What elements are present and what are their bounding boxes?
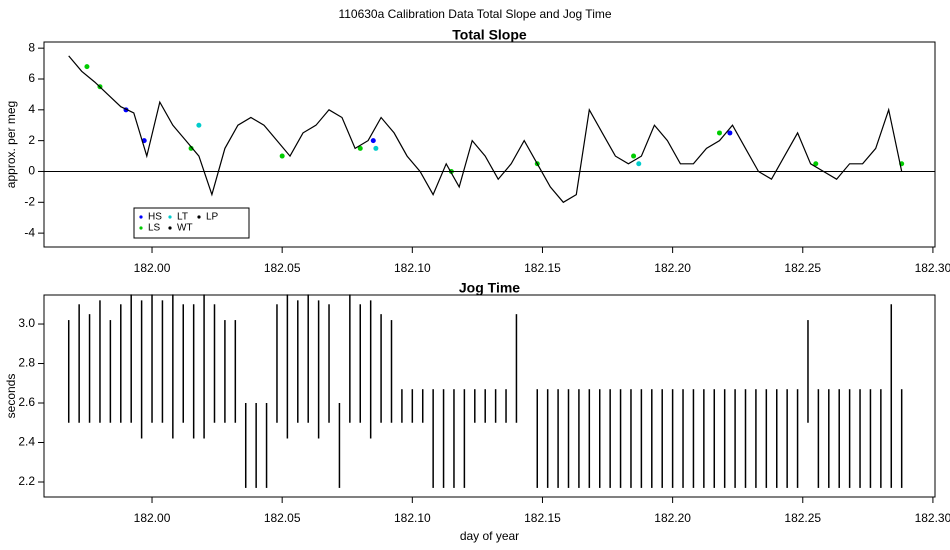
y-tick-label: 2.6 [18,395,35,409]
figure-title: 110630a Calibration Data Total Slope and… [338,7,611,21]
legend-marker [168,226,172,230]
y-tick-label: 6 [28,71,35,85]
series-point [727,130,733,136]
x-tick-label: 182.05 [264,261,301,275]
y-tick-label: -4 [24,225,35,239]
y-tick-label: 3.0 [18,316,35,330]
y-axis-label: seconds [4,374,18,419]
y-tick-label: 4 [28,102,35,116]
x-tick-label: 182.15 [524,511,561,525]
x-tick-label: 182.15 [524,261,561,275]
y-tick-label: 2.4 [18,435,35,449]
legend-marker [168,215,172,219]
y-tick-label: 2.8 [18,356,35,370]
x-tick-label: 182.30 [915,261,950,275]
legend-marker [139,215,143,219]
series-point [84,64,90,70]
series-point [279,153,285,159]
plot-frame [43,294,936,498]
series-point [370,138,376,144]
y-tick-label: 0 [28,164,35,178]
y-tick-label: -2 [24,194,35,208]
legend-label: LT [177,212,188,223]
legend-marker [139,226,143,230]
y-axis-label: approx. per meg [4,101,18,188]
series-point [631,153,637,159]
x-tick-label: 182.20 [654,511,691,525]
panel-title: Jog Time [459,280,520,296]
y-tick-label: 8 [28,40,35,54]
x-tick-label: 182.25 [784,261,821,275]
panel-title: Total Slope [452,27,527,43]
series-point [716,130,722,136]
series-line [68,55,903,204]
x-tick-label: 182.10 [394,511,431,525]
x-tick-label: 182.25 [784,511,821,525]
x-tick-label: 182.00 [134,511,171,525]
y-tick-label: 2.2 [18,474,35,488]
series-point [357,145,363,151]
x-tick-label: 182.05 [264,511,301,525]
legend-marker [197,215,201,219]
x-tick-label: 182.20 [654,261,691,275]
x-axis-label: day of year [460,529,519,543]
legend-label: HS [148,212,162,223]
legend-box [133,207,250,239]
series-point [196,122,202,128]
series-point [636,161,642,167]
plot-frame [43,41,936,248]
series-point [373,145,379,151]
legend-label: WT [177,223,193,234]
x-tick-label: 182.00 [134,261,171,275]
y-tick-label: 2 [28,133,35,147]
x-tick-label: 182.30 [915,511,950,525]
x-tick-label: 182.10 [394,261,431,275]
legend-label: LP [206,212,219,223]
series-point [813,161,819,167]
series-point [188,145,194,151]
legend-label: LS [148,223,161,234]
